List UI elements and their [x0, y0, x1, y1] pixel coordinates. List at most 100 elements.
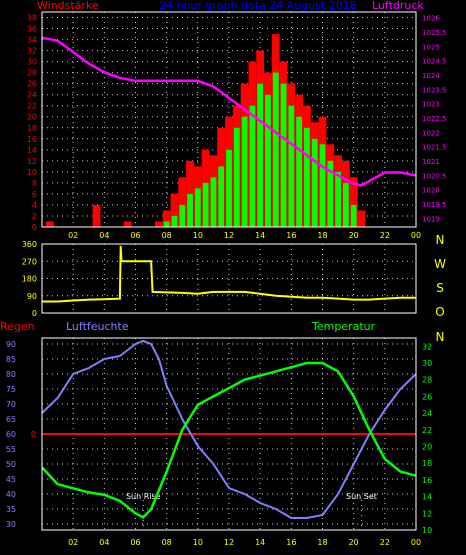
temperature-y-tick-label: 22 — [422, 426, 432, 435]
wind-y-tick-label: 12 — [27, 157, 37, 166]
wind-x-tick-label: 22 — [380, 231, 390, 240]
wind-average-bar — [311, 138, 318, 227]
compass-letter: S — [436, 281, 444, 295]
wind-average-bar — [350, 204, 357, 227]
climate-x-tick-label: 18 — [317, 538, 327, 547]
temperature-y-tick-label: 28 — [422, 376, 432, 385]
rain-y-ticks: 0 — [31, 430, 36, 439]
wind-y-tick-label: 18 — [27, 124, 37, 133]
wind-axis-title: Windstärke — [37, 0, 99, 12]
temperature-y-tick-label: 12 — [422, 509, 432, 518]
humidity-axis-title: Luftfeuchte — [66, 320, 129, 333]
wind-average-bar — [163, 221, 170, 227]
wind-gust-bar — [170, 193, 179, 227]
climate-x-tick-label: 12 — [224, 538, 234, 547]
humidity-y-tick-label: 90 — [6, 340, 16, 349]
wind-average-bar — [226, 149, 232, 227]
humidity-y-tick-label: 80 — [6, 370, 16, 379]
wind-x-ticks: 02 04 06 08 10 12 14 16 18 20 22 00 — [68, 231, 421, 240]
wind-average-bar — [319, 144, 326, 227]
wind-x-tick-label: 06 — [130, 231, 140, 240]
direction-frame — [41, 243, 417, 314]
wind-x-tick-label: 04 — [99, 231, 109, 240]
pressure-y-tick-label: 1022.5 — [422, 115, 447, 123]
wind-gust-bar — [357, 210, 366, 227]
wind-y-tick-label: 32 — [27, 47, 37, 56]
wind-average-bar — [171, 215, 178, 227]
direction-y-ticks: 0 90 180 270 360 — [22, 240, 37, 318]
pressure-y-ticks: 1019 1019.5 1020 1020.5 1021 1021.5 1022 1022.5… — [422, 15, 447, 224]
wind-average-bar — [179, 204, 186, 227]
wind-x-tick-label: 16 — [286, 231, 296, 240]
pressure-line — [41, 36, 417, 187]
wind-average-bar — [241, 116, 248, 227]
compass-letter: W — [434, 257, 446, 271]
wind-average-bar — [288, 105, 295, 227]
pressure-y-tick-label: 1025.5 — [422, 29, 447, 37]
wind-gust-bar — [349, 177, 358, 227]
climate-x-tick-label: 00 — [411, 538, 421, 547]
wind-y-tick-label: 22 — [27, 102, 37, 111]
wind-y-tick-label: 20 — [27, 113, 37, 122]
wind-y-tick-label: 8 — [32, 179, 37, 188]
temperature-y-tick-label: 26 — [422, 392, 432, 401]
wind-x-tick-label: 20 — [349, 231, 359, 240]
pressure-y-tick-label: 1026 — [422, 15, 440, 23]
wind-average-bar — [272, 72, 279, 228]
wind-average-bar — [327, 160, 334, 227]
wind-y-tick-label: 34 — [27, 36, 37, 45]
humidity-y-tick-label: 70 — [6, 400, 16, 409]
climate-x-tick-label: 14 — [255, 538, 265, 547]
direction-y-tick-label: 360 — [22, 240, 37, 249]
wind-x-tick-label: 10 — [193, 231, 203, 240]
wind-y-tick-label: 38 — [27, 14, 37, 23]
pressure-y-tick-label: 1021 — [422, 158, 440, 166]
wind-y-tick-label: 28 — [27, 69, 37, 78]
wind-gust-bar — [92, 204, 101, 227]
wind-y-tick-label: 4 — [32, 201, 37, 210]
temperature-y-tick-label: 32 — [422, 342, 432, 351]
wind-average-bar — [218, 166, 225, 227]
wind-average-bar — [335, 171, 341, 227]
wind-average-bar — [257, 83, 264, 228]
direction-y-tick-label: 270 — [22, 257, 37, 266]
wind-x-tick-label: 12 — [224, 231, 234, 240]
humidity-y-tick-label: 65 — [6, 415, 16, 424]
wind-pressure-chart: Windstärke 24 hour graph data 24 August … — [27, 0, 447, 240]
pressure-y-tick-label: 1023 — [422, 101, 440, 109]
wind-average-bar — [280, 83, 287, 228]
climate-frame — [41, 337, 417, 531]
wind-y-tick-label: 14 — [27, 146, 37, 155]
pressure-y-tick-label: 1019.5 — [422, 201, 447, 209]
humidity-y-tick-label: 60 — [6, 430, 16, 439]
direction-line — [42, 245, 416, 303]
wind-y-tick-label: 2 — [32, 212, 37, 221]
wind-y-tick-label: 6 — [32, 190, 37, 199]
temperature-y-tick-label: 30 — [422, 359, 432, 368]
rain-y-tick-label: 0 — [31, 430, 36, 439]
pressure-y-tick-label: 1024.5 — [422, 58, 447, 66]
pressure-y-tick-label: 1021.5 — [422, 144, 447, 152]
wind-x-tick-label: 02 — [68, 231, 78, 240]
wind-average-bar — [265, 94, 271, 227]
humidity-y-ticks: 30 35 40 45 50 55 60 65 70 75 80 85 90 — [6, 340, 16, 529]
climate-x-tick-label: 06 — [130, 538, 140, 547]
climate-x-tick-label: 10 — [193, 538, 203, 547]
humidity-y-tick-label: 30 — [6, 520, 16, 529]
wind-average-bar — [296, 116, 303, 227]
wind-gust-bar — [45, 221, 54, 227]
wind-x-tick-label: 18 — [317, 231, 327, 240]
rain-axis-title: Regen — [0, 320, 35, 333]
pressure-y-tick-label: 1023.5 — [422, 86, 447, 94]
wind-average-bar — [187, 193, 193, 227]
wind-x-tick-label: 14 — [255, 231, 265, 240]
wind-average-bar — [210, 177, 217, 227]
pressure-y-tick-label: 1025 — [422, 43, 440, 51]
climate-x-ticks: 02 04 06 08 10 12 14 16 18 20 22 00 — [68, 538, 421, 547]
climate-x-tick-label: 20 — [349, 538, 359, 547]
temperature-y-tick-label: 24 — [422, 409, 432, 418]
